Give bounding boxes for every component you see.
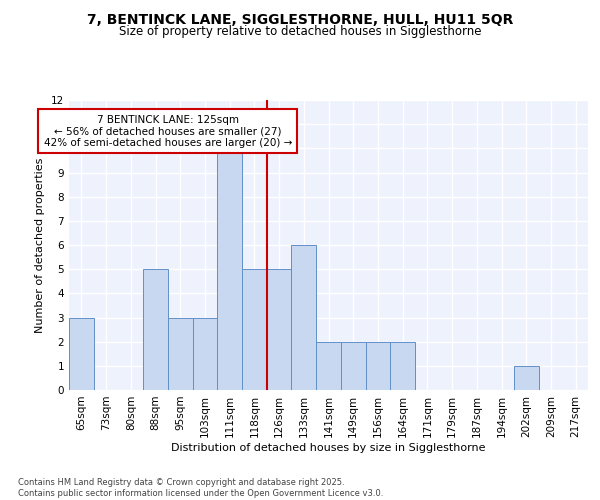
Bar xyxy=(292,245,316,390)
Text: 7 BENTINCK LANE: 125sqm
← 56% of detached houses are smaller (27)
42% of semi-de: 7 BENTINCK LANE: 125sqm ← 56% of detache… xyxy=(44,114,292,148)
Bar xyxy=(242,269,267,390)
Bar xyxy=(168,318,193,390)
Bar xyxy=(514,366,539,390)
Y-axis label: Number of detached properties: Number of detached properties xyxy=(35,158,46,332)
Bar xyxy=(267,269,292,390)
Bar xyxy=(390,342,415,390)
Bar xyxy=(365,342,390,390)
Bar xyxy=(316,342,341,390)
Bar xyxy=(193,318,217,390)
Bar xyxy=(341,342,365,390)
Bar xyxy=(143,269,168,390)
Text: Size of property relative to detached houses in Sigglesthorne: Size of property relative to detached ho… xyxy=(119,25,481,38)
X-axis label: Distribution of detached houses by size in Sigglesthorne: Distribution of detached houses by size … xyxy=(171,442,486,452)
Bar xyxy=(69,318,94,390)
Text: 7, BENTINCK LANE, SIGGLESTHORNE, HULL, HU11 5QR: 7, BENTINCK LANE, SIGGLESTHORNE, HULL, H… xyxy=(87,12,513,26)
Text: Contains HM Land Registry data © Crown copyright and database right 2025.
Contai: Contains HM Land Registry data © Crown c… xyxy=(18,478,383,498)
Bar xyxy=(217,148,242,390)
